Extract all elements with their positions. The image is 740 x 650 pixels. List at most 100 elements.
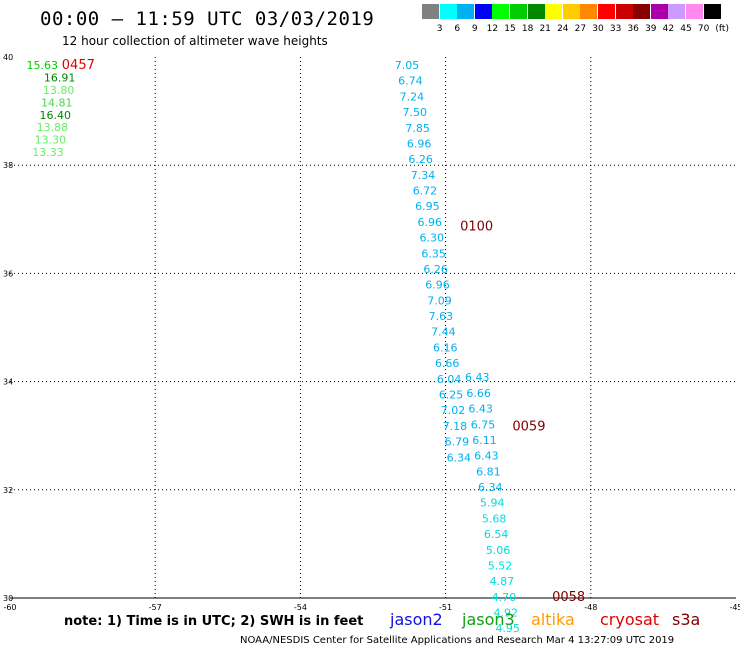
wave-height-value: 4.70 [492, 591, 516, 604]
wave-height-value: 5.94 [480, 497, 505, 510]
legend-swatch [492, 4, 510, 19]
wave-height-value: 6.66 [466, 387, 491, 400]
legend-swatch [562, 4, 580, 19]
satellite-label-cryosat: cryosat [600, 610, 660, 629]
legend-label: 42 [662, 24, 675, 34]
legend-swatch [598, 4, 615, 19]
legend-label: 33 [609, 24, 622, 34]
satellite-label-altika: altika [531, 610, 575, 629]
legend-label: 3 [436, 24, 443, 34]
wave-height-value: 6.75 [471, 418, 496, 431]
wave-height-value: 6.26 [408, 153, 433, 166]
legend-unit: (ft) [715, 24, 729, 34]
wave-height-value: 6.81 [476, 465, 501, 478]
legend-swatch [703, 4, 721, 19]
wave-height-value: 7.18 [443, 420, 468, 433]
legend-swatch [527, 4, 545, 19]
wave-height-value: 6.96 [407, 137, 432, 150]
satellite-label-jason2: jason2 [390, 610, 443, 629]
wave-height-value: 6.43 [474, 450, 499, 463]
y-tick-label: 40 [3, 53, 13, 62]
wave-height-value: 5.68 [482, 512, 507, 525]
wave-height-value: 6.43 [465, 371, 490, 384]
legend-swatch [510, 4, 527, 19]
legend-swatch [545, 4, 563, 19]
x-tick-label: -45 [729, 603, 740, 612]
legend-label: 45 [680, 24, 692, 34]
y-tick-label: 38 [3, 161, 13, 170]
legend-label: 27 [574, 24, 587, 34]
wave-height-value: 6.66 [435, 357, 460, 370]
wave-height-value: 6.11 [472, 434, 497, 447]
wave-height-value: 6.96 [425, 279, 450, 292]
wave-height-value: 7.05 [395, 59, 420, 72]
wave-height-value: 6.26 [423, 263, 448, 276]
wave-height-value: 7.63 [429, 310, 454, 323]
legend-swatch [615, 4, 633, 19]
y-tick-label: 30 [3, 594, 13, 603]
wave-height-value: 6.43 [468, 403, 493, 416]
pass-time-label: 0059 [512, 419, 545, 434]
wave-height-value: 6.54 [484, 528, 509, 541]
wave-height-value: 6.74 [398, 75, 423, 88]
wave-height-value: 6.72 [413, 185, 438, 198]
y-tick-label: 34 [3, 378, 13, 387]
wave-height-value: 6.79 [445, 436, 470, 449]
wave-height-value: 6.30 [419, 232, 444, 245]
x-tick-label: -51 [439, 603, 452, 612]
wave-height-value: 16.40 [40, 109, 72, 122]
y-tick-label: 32 [3, 486, 13, 495]
pass-time-label: 0058 [552, 590, 585, 605]
wave-height-value: 13.30 [35, 134, 67, 147]
wave-height-value: 16.91 [44, 71, 76, 84]
pass-time-label: 0457 [62, 58, 95, 73]
wave-height-value: 4.87 [490, 575, 515, 588]
wave-height-value: 6.96 [418, 216, 443, 229]
legend-swatch [668, 4, 686, 19]
wave-height-value: 6.34 [447, 451, 472, 464]
legend-label: 24 [557, 24, 569, 34]
wave-height-value: 6.95 [415, 200, 440, 213]
legend-label: 15 [504, 24, 516, 34]
pass-time-label: 0100 [460, 219, 493, 234]
wave-height-value: 14.81 [41, 96, 72, 109]
wave-height-value: 7.50 [403, 106, 428, 119]
legend-swatch [474, 4, 492, 19]
legend-swatch [633, 4, 651, 19]
wave-height-value: 13.33 [32, 146, 64, 159]
wave-height-value: 5.06 [486, 544, 511, 557]
y-tick-label: 36 [3, 269, 13, 278]
wave-height-value: 6.16 [433, 341, 458, 354]
x-tick-label: -54 [294, 603, 307, 612]
legend-label: 39 [645, 24, 657, 34]
wave-height-value: 7.34 [411, 169, 436, 182]
footnote: note: 1) Time is in UTC; 2) SWH is in fe… [64, 614, 364, 629]
page-subtitle: 12 hour collection of altimeter wave hei… [62, 34, 328, 48]
wave-height-value: 4.92 [494, 607, 519, 620]
wave-height-value: 7.85 [405, 122, 430, 135]
legend-swatch [580, 4, 598, 19]
wave-height-value: 4.95 [495, 622, 520, 635]
wave-height-value: 6.35 [421, 247, 446, 260]
legend-label: 18 [521, 24, 534, 34]
legend-label: 70 [697, 24, 710, 34]
satellite-label-jason3: jason3 [462, 610, 515, 629]
x-tick-label: -48 [584, 603, 597, 612]
wave-height-value: 5.52 [488, 559, 513, 572]
legend-label: 12 [486, 24, 499, 34]
legend-label: 21 [539, 24, 551, 34]
x-tick-label: -60 [3, 603, 16, 612]
wave-height-value: 7.44 [431, 326, 456, 339]
legend-label: 30 [592, 24, 604, 34]
legend-label: 6 [454, 24, 461, 34]
legend-swatch [686, 4, 703, 19]
legend-label: 36 [627, 24, 639, 34]
wave-height-value: 6.34 [478, 481, 503, 494]
wave-height-value: 6.25 [439, 389, 464, 402]
satellite-label-s3a: s3a [672, 610, 701, 629]
wave-height-value: 7.02 [441, 404, 466, 417]
legend-swatch [439, 4, 457, 19]
legend-swatch [457, 4, 475, 19]
